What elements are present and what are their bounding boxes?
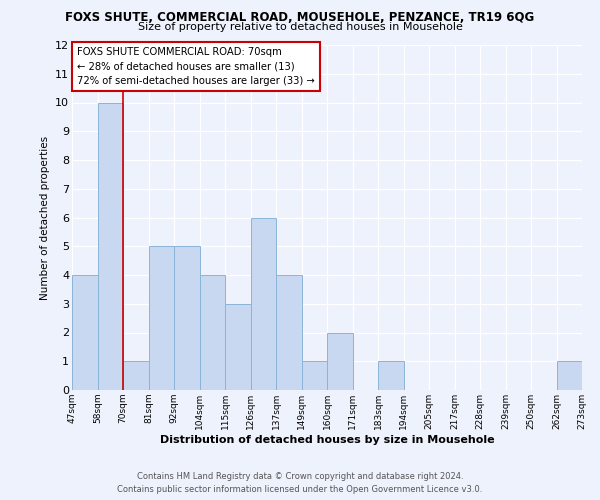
Bar (327, 332, 353, 390)
Bar (199, 275, 225, 390)
Text: FOXS SHUTE, COMMERCIAL ROAD, MOUSEHOLE, PENZANCE, TR19 6QG: FOXS SHUTE, COMMERCIAL ROAD, MOUSEHOLE, … (65, 11, 535, 24)
Bar (174, 246, 199, 390)
Bar (302, 361, 327, 390)
Bar (149, 246, 174, 390)
X-axis label: Distribution of detached houses by size in Mousehole: Distribution of detached houses by size … (160, 434, 494, 444)
Bar (557, 361, 582, 390)
Bar (225, 304, 251, 390)
Bar (97, 102, 123, 390)
Text: Contains HM Land Registry data © Crown copyright and database right 2024.
Contai: Contains HM Land Registry data © Crown c… (118, 472, 482, 494)
Bar (276, 275, 302, 390)
Bar (72, 275, 97, 390)
Text: Size of property relative to detached houses in Mousehole: Size of property relative to detached ho… (137, 22, 463, 32)
Y-axis label: Number of detached properties: Number of detached properties (40, 136, 50, 300)
Bar (378, 361, 404, 390)
Bar (123, 361, 149, 390)
Bar (251, 218, 276, 390)
Text: FOXS SHUTE COMMERCIAL ROAD: 70sqm
← 28% of detached houses are smaller (13)
72% : FOXS SHUTE COMMERCIAL ROAD: 70sqm ← 28% … (77, 46, 315, 86)
